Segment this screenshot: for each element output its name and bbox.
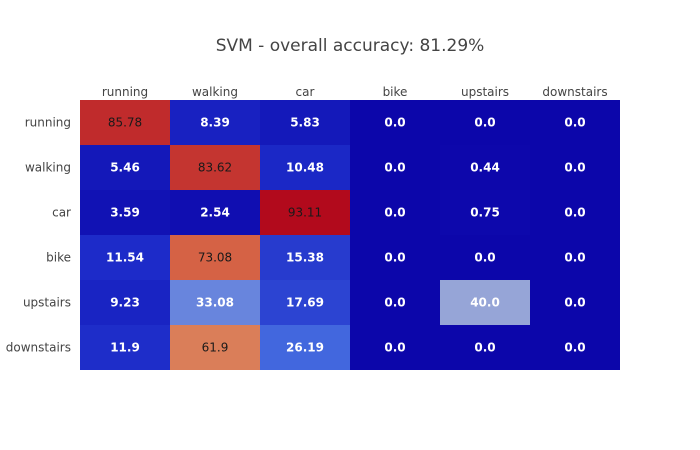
x-tick-label-downstairs: downstairs xyxy=(542,85,607,99)
heatmap-cell-walking-walking xyxy=(170,145,260,190)
cell-value-label: 10.48 xyxy=(286,161,324,175)
heatmap-cell-car-walking xyxy=(170,190,260,235)
y-tick-label-running: running xyxy=(25,116,71,130)
cell-value-label: 61.9 xyxy=(202,341,229,355)
cell-value-label: 40.0 xyxy=(470,296,500,310)
cell-value-label: 2.54 xyxy=(200,206,230,220)
y-tick-label-car: car xyxy=(52,206,71,220)
heatmap-cell-car-car xyxy=(260,190,350,235)
heatmap-cell-walking-running xyxy=(80,145,170,190)
heatmap-cell-car-running xyxy=(80,190,170,235)
x-tick-label-walking: walking xyxy=(192,85,238,99)
cell-value-label: 0.0 xyxy=(564,296,585,310)
cell-value-label: 9.23 xyxy=(110,296,140,310)
cell-value-label: 0.0 xyxy=(384,161,405,175)
y-axis-ticks: running walking car bike upstairs downstairs xyxy=(6,116,71,355)
heatmap-cell-downstairs-running xyxy=(80,325,170,370)
x-tick-label-bike: bike xyxy=(383,85,408,99)
cell-value-label: 11.9 xyxy=(110,341,140,355)
cell-value-label: 0.75 xyxy=(470,206,500,220)
cell-value-label: 0.0 xyxy=(474,341,495,355)
cell-value-label: 0.0 xyxy=(564,341,585,355)
cell-value-label: 8.39 xyxy=(200,116,230,130)
heatmap-cell-car-downstairs xyxy=(530,190,620,235)
heatmap-cell-upstairs-downstairs xyxy=(530,280,620,325)
heatmap-cell-downstairs-car xyxy=(260,325,350,370)
y-tick-label-upstairs: upstairs xyxy=(23,296,71,310)
heatmap-cell-car-upstairs xyxy=(440,190,530,235)
cell-value-label: 0.0 xyxy=(384,296,405,310)
cell-value-label: 85.78 xyxy=(108,116,142,130)
heatmap-cell-running-walking xyxy=(170,100,260,145)
cell-value-label: 83.62 xyxy=(198,161,232,175)
chart-title: SVM - overall accuracy: 81.29% xyxy=(216,36,485,56)
heatmap-cell-upstairs-running xyxy=(80,280,170,325)
cell-value-label: 0.0 xyxy=(564,206,585,220)
cell-value-label: 0.0 xyxy=(474,251,495,265)
heatmap-cell-running-downstairs xyxy=(530,100,620,145)
y-tick-label-downstairs: downstairs xyxy=(6,341,71,355)
heatmap-cell-upstairs-bike xyxy=(350,280,440,325)
cell-value-label: 15.38 xyxy=(286,251,324,265)
heatmap-cell-running-bike xyxy=(350,100,440,145)
cell-value-label: 0.0 xyxy=(384,341,405,355)
heatmap-cell-bike-upstairs xyxy=(440,235,530,280)
heatmap-cell-running-car xyxy=(260,100,350,145)
y-tick-label-bike: bike xyxy=(46,251,71,265)
heatmap-cell-bike-car xyxy=(260,235,350,280)
cell-value-label: 0.0 xyxy=(384,116,405,130)
heatmap-cell-downstairs-upstairs xyxy=(440,325,530,370)
cell-value-label: 0.0 xyxy=(564,251,585,265)
cell-value-labels: 85.78 8.39 5.83 0.0 0.0 0.0 5.46 83.62 10.48 0.0 0… xyxy=(106,116,586,355)
cell-value-label: 11.54 xyxy=(106,251,144,265)
cell-value-label: 0.0 xyxy=(384,206,405,220)
heatmap-cell-bike-walking xyxy=(170,235,260,280)
x-axis-ticks: running walking car bike upstairs downstairs xyxy=(102,85,608,99)
cell-value-label: 0.0 xyxy=(384,251,405,265)
cell-value-label: 0.0 xyxy=(564,116,585,130)
x-tick-label-running: running xyxy=(102,85,148,99)
heatmap-cell-bike-bike xyxy=(350,235,440,280)
heatmap-cell-bike-running xyxy=(80,235,170,280)
cell-value-label: 93.11 xyxy=(288,206,322,220)
cell-value-label: 17.69 xyxy=(286,296,324,310)
heatmap-cell-walking-bike xyxy=(350,145,440,190)
heatmap-cell-walking-downstairs xyxy=(530,145,620,190)
heatmap-cell-downstairs-bike xyxy=(350,325,440,370)
cell-value-label: 33.08 xyxy=(196,296,234,310)
x-tick-label-car: car xyxy=(296,85,315,99)
cell-value-label: 73.08 xyxy=(198,251,232,265)
cell-value-label: 5.46 xyxy=(110,161,140,175)
cell-value-label: 0.0 xyxy=(564,161,585,175)
cell-value-label: 26.19 xyxy=(286,341,324,355)
heatmap-cell-bike-downstairs xyxy=(530,235,620,280)
cell-value-label: 0.44 xyxy=(470,161,500,175)
heatmap-cell-upstairs-upstairs xyxy=(440,280,530,325)
heatmap-cell-upstairs-walking xyxy=(170,280,260,325)
heatmap-cell-running-running xyxy=(80,100,170,145)
heatmap-cell-upstairs-car xyxy=(260,280,350,325)
heatmap-cell-car-bike xyxy=(350,190,440,235)
cell-value-label: 0.0 xyxy=(474,116,495,130)
cell-value-label: 3.59 xyxy=(110,206,140,220)
heatmap-cell-walking-upstairs xyxy=(440,145,530,190)
heatmap-cell-running-upstairs xyxy=(440,100,530,145)
cell-value-label: 5.83 xyxy=(290,116,320,130)
heatmap-cells xyxy=(80,100,620,370)
x-tick-label-upstairs: upstairs xyxy=(461,85,509,99)
heatmap-cell-downstairs-walking xyxy=(170,325,260,370)
heatmap-cell-downstairs-downstairs xyxy=(530,325,620,370)
y-tick-label-walking: walking xyxy=(25,161,71,175)
heatmap-cell-walking-car xyxy=(260,145,350,190)
